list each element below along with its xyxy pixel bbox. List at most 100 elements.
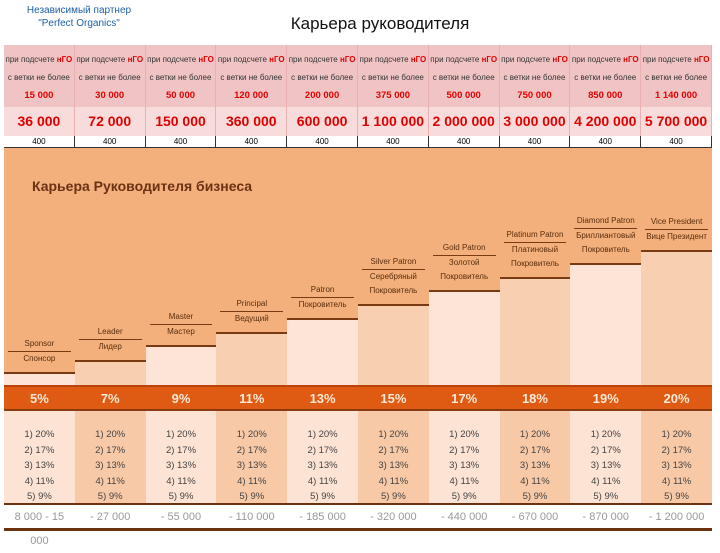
header-line: при подсчете нГО <box>75 51 145 69</box>
volume-value: 600 000 <box>287 107 358 136</box>
volume-value: 360 000 <box>216 107 288 136</box>
career-title: Карьера Руководителя бизнеса <box>32 178 253 194</box>
bonus-level: 3) 13% <box>236 460 267 471</box>
limit-cell: при подсчете нГО с ветки не более 120 000 <box>216 45 288 107</box>
bonus-level: 2) 17% <box>95 444 126 456</box>
bonus-level: 2) 17% <box>590 444 621 456</box>
ngo-label: нГО <box>198 55 214 64</box>
branch-limit-row: при подсчете нГО с ветки не более 15 000 пр… <box>4 45 712 107</box>
points-value: 400 <box>570 136 642 148</box>
bonus-level: 4) 11% <box>449 475 479 487</box>
percent-value: 5% <box>30 391 49 406</box>
bonus-level: 5) 9% <box>26 491 52 502</box>
bonus-level: 4) 11% <box>237 475 267 487</box>
bonus-cell: 1) 20% 2) 17% 3) 13% 4) 11% 5) 9% <box>499 411 571 503</box>
points-value: 400 <box>74 136 146 148</box>
rank-en: Silver Patron <box>362 255 425 270</box>
rank-ru: Спонсор <box>23 354 56 363</box>
ngo-label: нГО <box>410 55 427 64</box>
bonus-level: 5) 9% <box>310 491 335 502</box>
rank-label: Patron Покровитель <box>291 283 354 312</box>
rank-ru: Мастер <box>167 327 195 336</box>
header-text: при подсчете <box>76 55 128 64</box>
bonus-level: 1) 20% <box>95 429 126 440</box>
limit-value: 200 000 <box>304 90 340 101</box>
bonus-level: 5) 9% <box>664 491 689 502</box>
ngo-label: нГО <box>481 55 498 64</box>
limit-cell: при подсчете нГО с ветки не более 1 140 00… <box>641 45 712 107</box>
percent-value: 18% <box>521 391 548 406</box>
rank-label: Principal Ведущий <box>220 297 284 326</box>
bonus-level: 4) 11% <box>378 475 409 487</box>
rank-en: Master <box>149 310 213 325</box>
header-line: с ветки не более <box>7 73 70 82</box>
limit-value: 1 140 000 <box>654 90 698 101</box>
income-value: - 1 200 000 <box>648 511 705 523</box>
bonus-cell: 1) 20% 2) 17% 3) 13% 4) 11% 5) 9% <box>216 411 288 503</box>
bonus-level: 4) 11% <box>661 475 692 487</box>
volume-value: 2 000 000 <box>428 107 500 136</box>
header-line: с ветки не более <box>432 73 495 82</box>
step <box>570 263 642 385</box>
bonus-level: 1) 20% <box>24 429 55 440</box>
step <box>216 332 288 385</box>
rank-ru: Лидер <box>98 342 122 351</box>
bonus-level: 3) 13% <box>519 460 551 471</box>
volume-value: 1 100 000 <box>357 107 429 136</box>
header-text: при подсчете <box>430 55 482 64</box>
rank-en: Patron <box>291 283 354 298</box>
header-line: с ветки не более <box>361 73 424 82</box>
income-value: - 185 000 <box>299 511 346 523</box>
rank-label: Vice President Вице Президент <box>645 215 708 244</box>
rank-en: Gold Patron <box>432 241 496 256</box>
percent-row: 5% 7% 9% 11% 13% 15% 17% 18% 19% 20% <box>4 385 712 411</box>
limit-value: 375 000 <box>375 90 411 101</box>
bonus-level: 2) 17% <box>236 444 267 456</box>
header-line: с ветки не более <box>78 73 141 82</box>
rank-ru: Ведущий <box>234 314 269 323</box>
rank-ru: Серебряный Покровитель <box>369 272 418 295</box>
header-line: с ветки не более <box>149 73 212 82</box>
points-value: 400 <box>287 136 358 148</box>
bonus-level: 2) 17% <box>378 444 409 456</box>
limit-value: 500 000 <box>446 90 481 101</box>
volume-value: 4 200 000 <box>570 107 642 136</box>
bonus-level: 2) 17% <box>449 444 480 456</box>
bonus-cell: 1) 20% 2) 17% 3) 13% 4) 11% 5) 9% <box>145 411 217 503</box>
header-line: при подсчете нГО <box>146 51 216 69</box>
limit-cell: при подсчете нГО с ветки не более 30 000 <box>74 45 146 107</box>
step <box>499 277 571 385</box>
points-value: 400 <box>145 136 217 148</box>
percent-value: 17% <box>451 391 478 406</box>
bonus-level: 4) 11% <box>520 475 550 487</box>
rank-label: Sponsor Спонсор <box>8 337 71 366</box>
limit-cell: при подсчете нГО с ветки не более 500 000 <box>428 45 500 107</box>
percent-value: 11% <box>239 391 265 406</box>
header-line: при подсчете нГО <box>500 51 570 69</box>
bonus-cell: 1) 20% 2) 17% 3) 13% 4) 11% 5) 9% <box>428 411 500 503</box>
bonus-cell: 1) 20% 2) 17% 3) 13% 4) 11% 5) 9% <box>641 411 712 503</box>
ngo-label: нГО <box>693 55 710 64</box>
step <box>145 345 217 385</box>
limit-cell: при подсчете нГО с ветки не более 375 000 <box>357 45 429 107</box>
header-text: при подсчете <box>147 55 199 64</box>
bonus-level: 5) 9% <box>239 491 265 502</box>
bonus-level: 5) 9% <box>522 491 548 502</box>
bonus-level: 4) 11% <box>591 475 621 487</box>
step <box>74 360 146 385</box>
bonus-level: 3) 13% <box>590 460 621 471</box>
limit-value: 30 000 <box>95 90 125 101</box>
bonus-level: 1) 20% <box>236 429 267 440</box>
rank-en: Sponsor <box>8 337 71 352</box>
limit-cell: при подсчете нГО с ветки не более 200 000 <box>287 45 358 107</box>
income-value: - 110 000 <box>228 511 275 523</box>
rank-ru: Покровитель <box>298 300 347 309</box>
partner-line: Независимый партнер <box>26 5 132 16</box>
rank-en: Vice President <box>645 215 708 230</box>
bonus-level: 4) 11% <box>307 475 338 487</box>
header-text: при подсчете <box>5 55 57 64</box>
bonus-level: 1) 20% <box>449 429 480 440</box>
bonus-level: 2) 17% <box>519 444 551 456</box>
income-row: 8 000 - 15 000 - 27 000 - 55 000 - 110 000 -… <box>4 505 712 547</box>
points-value: 400 <box>428 136 500 148</box>
